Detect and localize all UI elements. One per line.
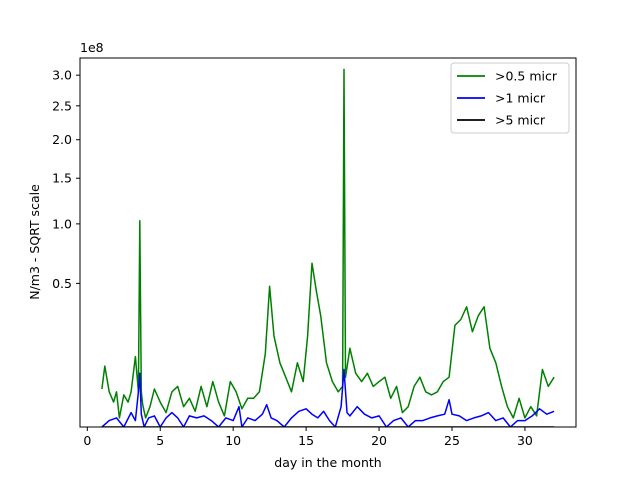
x-axis-label: day in the month	[274, 455, 381, 470]
legend-label-2: >5 micr	[495, 113, 546, 128]
legend: >0.5 micr >1 micr >5 micr	[450, 62, 570, 134]
y-tick-label: 1.0	[52, 216, 72, 231]
y-tick-label: 2.5	[52, 98, 72, 113]
x-tick-label: 10	[225, 433, 241, 448]
x-axis: 0 5 10 15 20 25 30	[83, 427, 533, 448]
x-tick-label: 15	[298, 433, 314, 448]
series-line-0	[101, 68, 555, 419]
x-tick-label: 0	[83, 433, 91, 448]
x-tick-label: 5	[156, 433, 164, 448]
x-tick-label: 25	[444, 433, 460, 448]
plot-area-frame	[79, 57, 577, 428]
y-offset-label: 1e8	[80, 40, 104, 55]
y-axis-label: N/m3 - SQRT scale	[27, 184, 42, 300]
legend-frame	[450, 62, 570, 134]
y-tick-label: 1.5	[52, 171, 72, 186]
y-axis: 0.5 1.0 1.5 2.0 2.5 3.0	[52, 68, 80, 291]
series-layer	[101, 68, 555, 427]
y-tick-label: 3.0	[52, 68, 72, 83]
legend-label-0: >0.5 micr	[495, 69, 558, 84]
x-tick-label: 30	[517, 433, 533, 448]
y-tick-label: 2.0	[52, 132, 72, 147]
legend-label-1: >1 micr	[495, 91, 546, 106]
series-line-1	[101, 368, 555, 427]
x-tick-label: 20	[371, 433, 387, 448]
y-tick-label: 0.5	[52, 276, 72, 291]
